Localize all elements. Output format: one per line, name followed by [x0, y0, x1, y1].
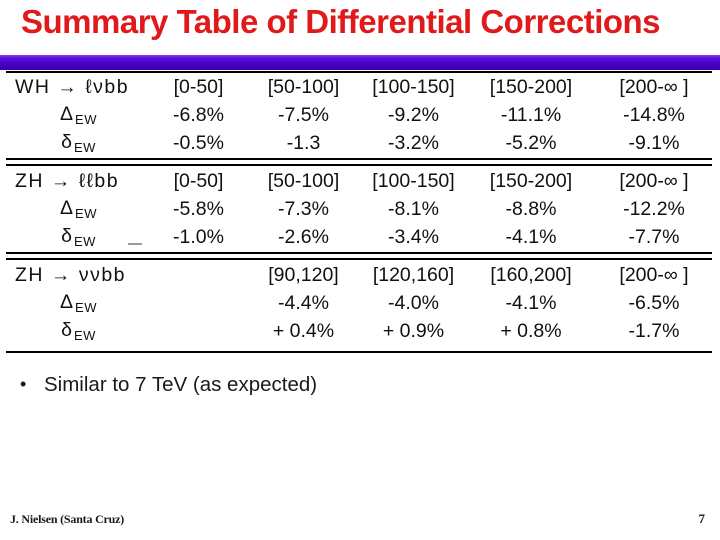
value-cell: -7.7%	[628, 225, 680, 248]
greek-symbol: δ	[61, 225, 72, 247]
process-label: ZH → ννbb	[15, 263, 127, 286]
table-row: ZH → ννbb [90,120] [120,160] [160,200] [200-…	[6, 261, 712, 289]
correction-label: δ EW	[6, 131, 151, 155]
bin-cell: [200-∞ ]	[619, 263, 689, 286]
table-row: δ EW -1.0% -2.6% -3.4% -4.1% -7.7%	[6, 223, 712, 251]
subscript-label: EW	[73, 328, 96, 343]
bullet-marker: •	[20, 374, 27, 394]
value-cell: -3.2%	[388, 131, 439, 154]
process-label: WH → ℓνbb	[15, 75, 130, 98]
footer-author: J. Nielsen (Santa Cruz)	[10, 512, 125, 526]
correction-label: Δ EW	[6, 103, 151, 127]
correction-label: Δ EW	[6, 197, 151, 221]
bin-cell: [200-∞ ]	[619, 75, 689, 98]
greek-symbol: δ	[61, 319, 72, 341]
bin-cell: [0-50]	[173, 75, 224, 98]
subscript-label: EW	[73, 234, 96, 249]
value-cell: -9.2%	[388, 103, 439, 126]
table-row: Δ EW -5.8% -7.3% -8.1% -8.8% -12.2%	[6, 195, 712, 223]
bin-cell: [200-∞ ]	[619, 169, 689, 192]
bin-cell: [90,120]	[268, 263, 339, 286]
corrections-table: WH → ℓνbb [0-50] [50-100] [100-150] [150-200…	[6, 71, 712, 353]
bullet-item: • Similar to 7 TeV (as expected)	[20, 373, 317, 397]
value-cell: -4.1%	[505, 291, 557, 314]
value-cell: -0.5%	[173, 131, 224, 154]
value-cell: -4.1%	[505, 225, 557, 248]
value-cell: -11.1%	[500, 103, 562, 126]
table-row: Δ EW -4.4% -4.0% -4.1% -6.5%	[6, 289, 712, 317]
value-cell: -12.2%	[623, 197, 685, 220]
subscript-label: EW	[75, 206, 97, 221]
bullet-text: Similar to 7 TeV (as expected)	[44, 373, 318, 396]
table-row: ZH → ℓℓbb [0-50] [50-100] [100-150] [150-200…	[6, 167, 712, 195]
value-cell: -1.0%	[173, 225, 224, 248]
value-cell: -4.0%	[388, 291, 439, 314]
value-cell: -8.8%	[505, 197, 557, 220]
stray-underscore-mark	[128, 243, 142, 245]
value-cell: -3.4%	[388, 225, 439, 248]
value-cell: -1.7%	[628, 319, 680, 342]
bin-cell: [100-150]	[372, 169, 455, 192]
subscript-label: EW	[75, 300, 97, 315]
table-row: δ EW -0.5% -1.3 -3.2% -5.2% -9.1%	[6, 129, 712, 157]
page-number: 7	[698, 511, 706, 526]
value-cell: -5.8%	[173, 197, 224, 220]
value-cell: -8.1%	[388, 197, 439, 220]
table-row: WH → ℓνbb [0-50] [50-100] [100-150] [150-200…	[6, 73, 712, 101]
table-rule	[6, 158, 712, 166]
greek-symbol: δ	[61, 131, 72, 153]
bin-cell: [0-50]	[173, 169, 224, 192]
table-rule	[6, 252, 712, 260]
value-cell: -6.8%	[173, 103, 224, 126]
process-label: ZH → ℓℓbb	[15, 169, 120, 192]
greek-symbol: Δ	[60, 291, 74, 313]
correction-label: δ EW	[6, 319, 151, 343]
value-cell: + 0.8%	[500, 319, 562, 342]
greek-symbol: Δ	[60, 103, 74, 125]
bin-cell: [160,200]	[490, 263, 572, 286]
value-cell: -4.4%	[278, 291, 329, 314]
value-cell: -7.3%	[278, 197, 329, 220]
table-rule	[6, 351, 712, 353]
greek-symbol: Δ	[60, 197, 74, 219]
bin-cell: [120,160]	[372, 263, 455, 286]
table-row: Δ EW -6.8% -7.5% -9.2% -11.1% -14.8%	[6, 101, 712, 129]
table-rule	[6, 71, 712, 73]
subscript-label: EW	[75, 112, 97, 127]
value-cell: -5.2%	[505, 131, 557, 154]
correction-label: Δ EW	[6, 291, 151, 315]
title-divider-bar	[0, 55, 720, 70]
bin-cell: [150-200]	[489, 75, 573, 98]
page-title: Summary Table of Differential Correction…	[21, 3, 661, 40]
value-cell: -9.1%	[628, 131, 680, 154]
subscript-label: EW	[73, 140, 96, 155]
value-cell: + 0.9%	[382, 319, 445, 342]
bin-cell: [50-100]	[267, 75, 340, 98]
value-cell: + 0.4%	[272, 319, 335, 342]
bin-cell: [150-200]	[489, 169, 573, 192]
bin-cell: [50-100]	[267, 169, 340, 192]
value-cell: -6.5%	[628, 291, 680, 314]
value-cell: -1.3	[286, 131, 321, 154]
value-cell: -14.8%	[623, 103, 685, 126]
table-row: δ EW + 0.4% + 0.9% + 0.8% -1.7%	[6, 317, 712, 345]
value-cell: -7.5%	[278, 103, 329, 126]
value-cell: -2.6%	[278, 225, 329, 248]
correction-label: δ EW	[6, 225, 151, 249]
bin-cell: [100-150]	[372, 75, 455, 98]
